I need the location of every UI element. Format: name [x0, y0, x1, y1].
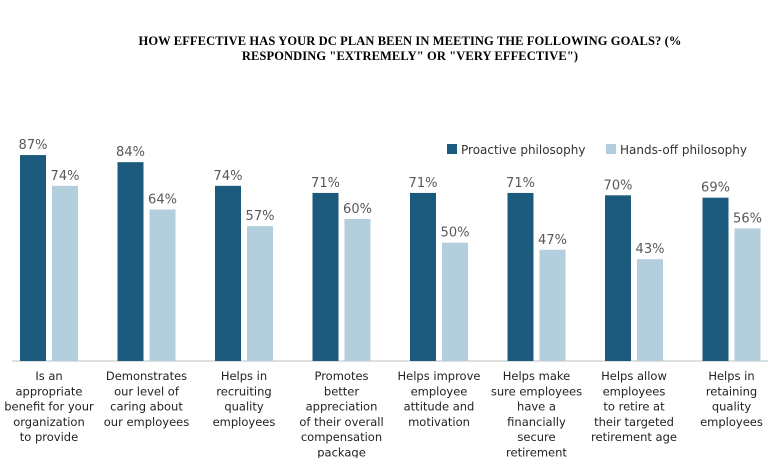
bar-hands-off	[734, 228, 761, 361]
bar-group: 71% 47% Helps make sure employees have a fina…	[491, 176, 582, 458]
bar-proactive	[312, 192, 339, 361]
bar-hands-off	[442, 242, 468, 361]
bar-proactive	[20, 155, 46, 361]
data-label: 43%	[636, 242, 665, 257]
bar-group: 74% 57% Helps in recruiting quality employees	[213, 169, 276, 429]
bar-group: 71% 50% Helps improve employee attitude and m…	[398, 176, 481, 429]
legend-swatch-proactive	[447, 144, 457, 154]
legend-label-hands-off: Hands-off philosophy	[620, 143, 747, 157]
bar-hands-off	[344, 218, 371, 361]
data-label: 60%	[343, 202, 372, 217]
data-label: 71%	[311, 176, 340, 191]
data-label: 47%	[538, 233, 567, 248]
category-label: Helps in retaining quality employees	[700, 369, 763, 429]
data-label: 56%	[733, 211, 762, 226]
bar-hands-off	[637, 259, 663, 361]
bar-proactive	[702, 197, 729, 361]
data-label: 84%	[116, 145, 145, 160]
data-label: 69%	[701, 181, 730, 196]
category-label: Helps improve employee attitude and motivat…	[398, 369, 481, 429]
legend-label-proactive: Proactive philosophy	[461, 143, 585, 157]
category-label: Promotes better appreciation of their overa…	[299, 369, 383, 458]
bar-hands-off	[52, 185, 78, 361]
legend-swatch-hands-off	[606, 144, 616, 154]
category-label: Demonstrates our level of caring about our …	[104, 369, 189, 429]
bar-group: 87% 74% Is an appropriate benefit for your or…	[4, 138, 94, 444]
data-label: 71%	[506, 176, 535, 191]
category-label: Helps in recruiting quality employees	[213, 369, 276, 429]
category-label: Is an appropriate benefit for your organiza…	[4, 369, 94, 444]
bar-group: 71%60% Promotes better appreciation of their…	[299, 176, 383, 458]
bar-group: 84% 64% Demonstrates our level of caring abo…	[104, 145, 189, 429]
bar-proactive	[605, 195, 631, 361]
category-label: Helps allow employees to retire at their ta…	[591, 369, 677, 444]
bar-proactive	[410, 192, 436, 361]
bar-group: 70% 43% Helps allow employees to retire at th…	[591, 178, 677, 444]
data-label: 57%	[246, 209, 275, 224]
bar-proactive	[117, 162, 144, 361]
chart-title: HOW EFFECTIVE HAS YOUR DC PLAN BEEN IN M…	[138, 34, 682, 63]
data-label: 50%	[441, 226, 470, 241]
data-label: 74%	[51, 169, 80, 184]
data-label: 70%	[604, 178, 633, 193]
data-label: 64%	[148, 193, 177, 208]
data-label: 71%	[409, 176, 438, 191]
bar-proactive	[507, 192, 534, 361]
bars-layer: 87% 74% Is an appropriate benefit for your or…	[4, 138, 763, 458]
bar-hands-off	[149, 209, 176, 361]
data-label: 74%	[214, 169, 243, 184]
category-label: Helps make sure employees have a financiall…	[491, 369, 582, 458]
bar-hands-off	[247, 226, 273, 361]
data-label: 87%	[19, 138, 48, 153]
bar-proactive	[215, 185, 241, 361]
legend: Proactive philosophy Hands-off philosophy	[447, 143, 747, 157]
bar-group: 69%56% Helps in retaining quality employees	[700, 181, 763, 429]
bar-hands-off	[539, 249, 566, 361]
